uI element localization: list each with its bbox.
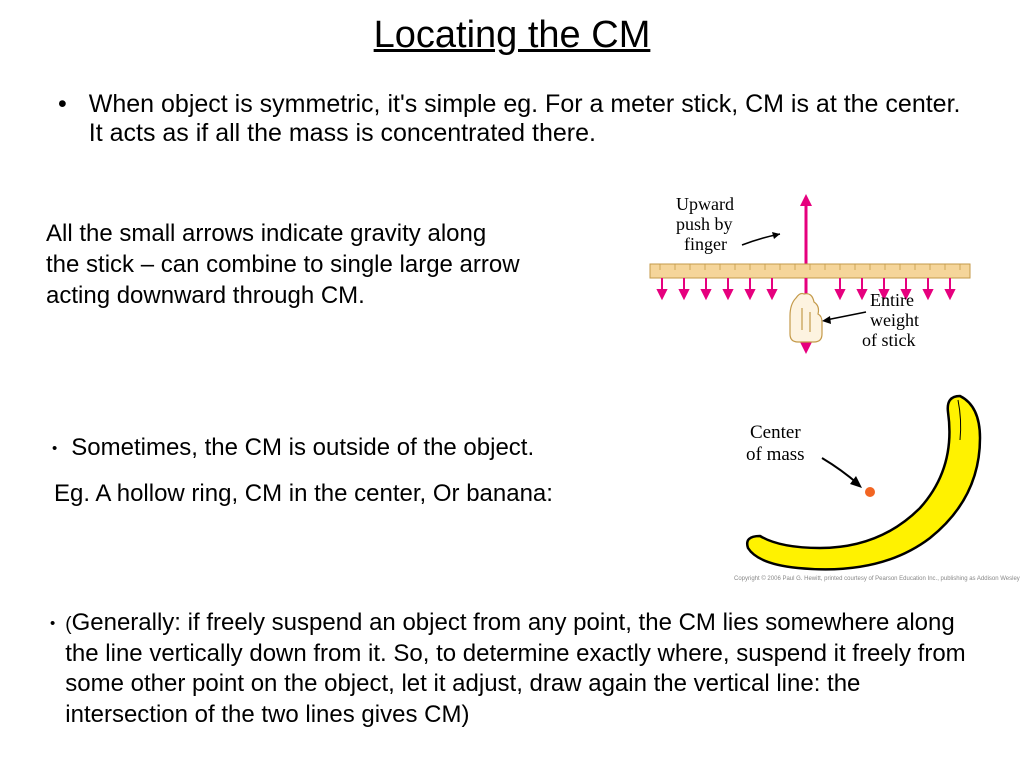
weight-label-3: of stick xyxy=(862,330,916,350)
slide-title: Locating the CM xyxy=(0,0,1024,57)
paragraph-arrows-gravity: All the small arrows indicate gravity al… xyxy=(46,218,526,312)
bullet-dot-icon: • xyxy=(50,614,55,731)
paragraph-suspension-method: • (Generally: if freely suspend an objec… xyxy=(44,608,984,731)
upward-label-3: finger xyxy=(684,234,727,254)
paragraph-hollow-ring-banana: Eg. A hollow ring, CM in the center, Or … xyxy=(54,480,614,508)
bullet-symmetric-object: • When object is symmetric, it's simple … xyxy=(50,90,970,148)
hand-icon xyxy=(790,294,822,343)
bullet-text: (Generally: if freely suspend an object … xyxy=(65,608,984,731)
bullet-dot-icon: • xyxy=(52,440,57,462)
weight-label-2: weight xyxy=(870,310,919,330)
cm-label-2: of mass xyxy=(746,444,805,465)
weight-label-1: Entire xyxy=(870,290,914,310)
bullet-text: Sometimes, the CM is outside of the obje… xyxy=(71,434,534,462)
bullet-dot-icon: • xyxy=(58,90,67,148)
cm-arrow xyxy=(822,458,858,484)
cm-label-1: Center xyxy=(750,422,801,443)
bullet-text: When object is symmetric, it's simple eg… xyxy=(89,90,970,148)
upward-label-1: Upward xyxy=(676,194,734,214)
meterstick-diagram: Upward push by finger xyxy=(630,190,990,360)
copyright-text: Copyright © 2006 Paul G. Hewitt, printed… xyxy=(734,576,1020,582)
cm-dot xyxy=(865,487,875,497)
upward-label-2: push by xyxy=(676,214,733,234)
banana-diagram: Center of mass xyxy=(730,388,990,578)
bullet-cm-outside: • Sometimes, the CM is outside of the ob… xyxy=(52,434,592,462)
